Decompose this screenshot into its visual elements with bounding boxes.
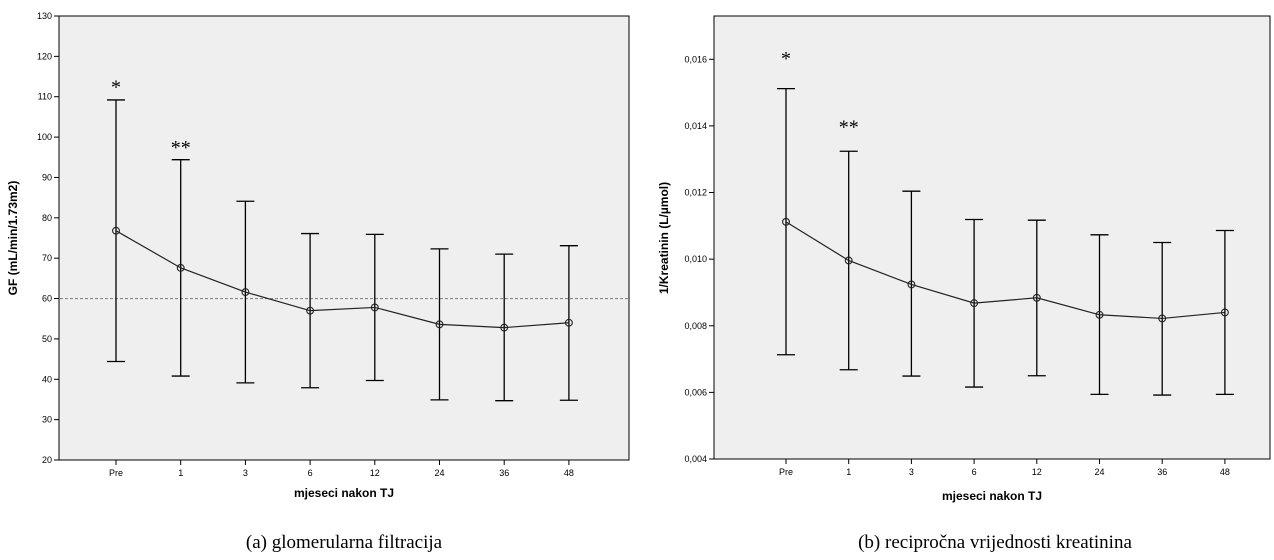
chart-a-significance-annotation: * — [111, 77, 121, 99]
chart-b-significance-annotation: * — [781, 48, 791, 70]
chart-a-x-tick-label: 3 — [243, 468, 248, 478]
chart-b-data-point — [782, 217, 790, 226]
chart-a-data-point — [306, 306, 315, 315]
chart-a-mean-line — [115, 230, 569, 329]
chart-a-x-tick-label: 24 — [434, 468, 444, 478]
chart-a-data-point — [112, 226, 120, 235]
chart-b-x-tick-label: 24 — [1094, 467, 1104, 477]
chart-a-y-tick-label: 80 — [42, 213, 52, 223]
chart-a-x-axis-title: mjeseci nakon TJ — [294, 486, 394, 500]
chart-b-caption: (b) recipročna vrijednosti kreatinina — [858, 532, 1132, 553]
chart-a-y-tick-label: 30 — [42, 415, 52, 425]
chart-b-data-point — [1032, 293, 1041, 302]
chart-a-plot-area — [58, 15, 630, 461]
chart-b-data-point — [907, 280, 916, 289]
chart-a-x-tick-label: 48 — [564, 468, 574, 478]
chart-a-y-tick-label: 40 — [42, 374, 52, 384]
chart-b-y-tick-label: 0,014 — [684, 121, 707, 131]
chart-a-y-tick-label: 130 — [37, 11, 52, 21]
chart-b-y-tick-label: 0,010 — [684, 254, 707, 264]
chart-a-data-point — [564, 318, 573, 327]
chart-b-y-tick-label: 0,006 — [684, 387, 707, 397]
chart-a-data-point — [500, 323, 509, 332]
chart-a-caption: (a) glomerularna filtracija — [246, 532, 443, 553]
chart-a-y-tick-label: 100 — [37, 132, 52, 142]
chart-a-data-point — [241, 288, 250, 297]
chart-a-x-tick-label: 6 — [308, 468, 313, 478]
chart-b-data-layer: 0,004 0,006 0,008 0,010 0,012 0,014 0,016 Pre 1 3… — [684, 48, 1234, 477]
chart-a-x-tick-label: 36 — [499, 468, 509, 478]
chart-a-x-tick-label: Pre — [109, 468, 123, 478]
chart-b-x-tick-label: 3 — [909, 467, 914, 477]
chart-b-mean-line — [785, 221, 1225, 320]
chart-a-x-tick-label: 12 — [370, 468, 380, 478]
chart-b-y-axis-title: 1/Kreatinin (L/µmol) — [657, 182, 671, 294]
chart-b-x-tick-label: 12 — [1032, 467, 1042, 477]
chart-b-y-tick-label: 0,016 — [684, 54, 707, 64]
chart-a-data-point — [370, 303, 379, 312]
chart-b-significance-annotation: ** — [839, 116, 859, 138]
chart-b-y-tick-label: 0,012 — [684, 188, 707, 198]
chart-a-data-point — [176, 263, 185, 272]
chart-b-x-axis-title: mjeseci nakon TJ — [942, 489, 1042, 503]
chart-b-data-point — [970, 299, 979, 308]
chart-a-y-tick-label: 50 — [42, 334, 52, 344]
chart-a-y-tick-label: 70 — [42, 253, 52, 263]
chart-a-y-tick-label: 90 — [42, 172, 52, 182]
chart-a-y-tick-label: 60 — [42, 294, 52, 304]
chart-b-x-tick-label: Pre — [779, 467, 793, 477]
chart-b-data-point — [1220, 308, 1229, 317]
chart-a-significance-annotation: ** — [171, 137, 191, 159]
chart-a-data-point — [435, 320, 444, 329]
chart-b-data-point — [1158, 314, 1167, 323]
chart-b-x-tick-label: 48 — [1220, 467, 1230, 477]
chart-b-y-tick-label: 0,008 — [684, 321, 707, 331]
chart-b-x-tick-label: 1 — [846, 467, 851, 477]
chart-b-data-point — [1095, 310, 1104, 319]
chart-b-data-point — [844, 256, 853, 265]
chart-a-y-tick-label: 120 — [37, 51, 52, 61]
chart-b-x-tick-label: 6 — [972, 467, 977, 477]
chart-b-reciprocal-creatinine: 0,004 0,006 0,008 0,010 0,012 0,014 0,016 Pre 1 3… — [657, 15, 1271, 553]
chart-a-x-tick-label: 1 — [178, 468, 183, 478]
chart-b-plot-area — [713, 15, 1271, 460]
chart-a-y-tick-label: 110 — [38, 92, 52, 102]
chart-a-y-axis-title: GF (mL/min/1.73m2) — [6, 181, 20, 296]
chart-b-x-tick-label: 36 — [1157, 467, 1167, 477]
chart-b-y-tick-label: 0,004 — [684, 454, 707, 464]
chart-a-y-tick-label: 20 — [42, 455, 52, 465]
